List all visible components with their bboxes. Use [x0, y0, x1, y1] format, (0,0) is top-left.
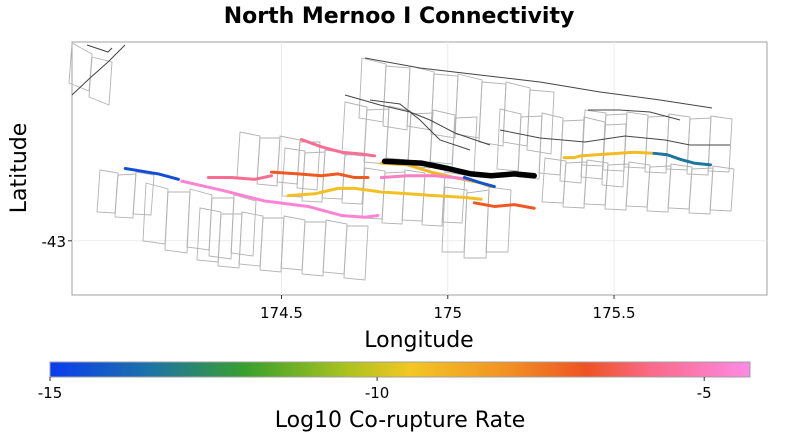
rupture-section	[462, 176, 496, 189]
y-tick-label: -43	[42, 233, 67, 251]
fault-patch	[559, 119, 585, 184]
fault-patch	[517, 115, 543, 180]
rupture-section	[379, 174, 470, 181]
colorbar: -15 -10 -5 Log10 Co-rupture Rate	[38, 361, 751, 433]
rupture-section	[206, 174, 274, 181]
fault-patch	[343, 225, 369, 281]
fault-trace	[499, 129, 730, 146]
fault-trace	[344, 94, 491, 146]
fault-patch	[230, 194, 257, 257]
rupture-section	[652, 151, 712, 167]
colorbar-ticks: -15 -10 -5	[38, 377, 712, 402]
rupture-section	[270, 170, 370, 180]
fault-patch	[301, 221, 327, 277]
rupture-section	[562, 150, 656, 160]
fault-trace	[369, 99, 471, 151]
colorbar-tick-label: -10	[365, 384, 390, 402]
colorbar-title: Log10 Co-rupture Rate	[275, 408, 526, 433]
rupture-sections	[123, 138, 712, 219]
fault-patch	[688, 167, 714, 215]
fault-patch	[463, 189, 490, 259]
colorbar-bar	[49, 361, 751, 378]
fault-patch	[602, 113, 628, 172]
rupture-section	[180, 179, 380, 219]
fault-patch	[407, 112, 434, 169]
fault-trace	[86, 44, 113, 53]
fault-trace	[364, 57, 713, 109]
fault-traces	[71, 44, 730, 151]
fault-patch	[526, 89, 555, 155]
colorbar-tick-label: -5	[697, 384, 712, 402]
chart-title: North Mernoo I Connectivity	[224, 4, 575, 29]
fault-patch	[256, 137, 281, 187]
fault-patch	[562, 161, 588, 209]
fault-patch	[686, 117, 712, 176]
fault-patch	[88, 56, 113, 106]
fault-patch	[381, 171, 406, 225]
fault-patch	[259, 217, 285, 273]
x-axis-ticks: 174.5 175 175.5	[260, 295, 636, 322]
x-tick-label: 175	[433, 304, 462, 322]
fault-patch	[478, 81, 507, 147]
rupture-section	[299, 138, 377, 158]
fault-patch	[709, 165, 735, 212]
fault-patch	[217, 213, 243, 269]
fault-patch	[604, 163, 630, 211]
fault-patch	[208, 197, 235, 260]
rupture-section	[123, 167, 180, 181]
plot-area	[68, 41, 768, 296]
rupture-section	[472, 201, 536, 210]
fault-trace	[588, 109, 681, 121]
x-tick-label: 174.5	[260, 304, 303, 322]
fault-patch	[301, 151, 326, 203]
fault-trace	[71, 44, 126, 96]
y-axis-ticks: -43	[42, 233, 72, 251]
colorbar-tick-label: -15	[38, 384, 63, 402]
y-axis-title: Latitude	[7, 123, 32, 214]
rupture-section	[286, 186, 483, 201]
fault-patch	[441, 171, 466, 224]
target-fault-trace	[381, 158, 537, 179]
fault-patch	[164, 191, 191, 254]
fault-patch	[707, 115, 733, 173]
x-tick-label: 175.5	[593, 304, 636, 322]
fault-patch	[485, 186, 512, 253]
x-axis-title: Longitude	[364, 328, 473, 353]
fault-patch	[114, 173, 137, 219]
fault-patch	[132, 171, 155, 216]
fault-patch	[646, 165, 672, 213]
fault-patch	[430, 73, 459, 139]
